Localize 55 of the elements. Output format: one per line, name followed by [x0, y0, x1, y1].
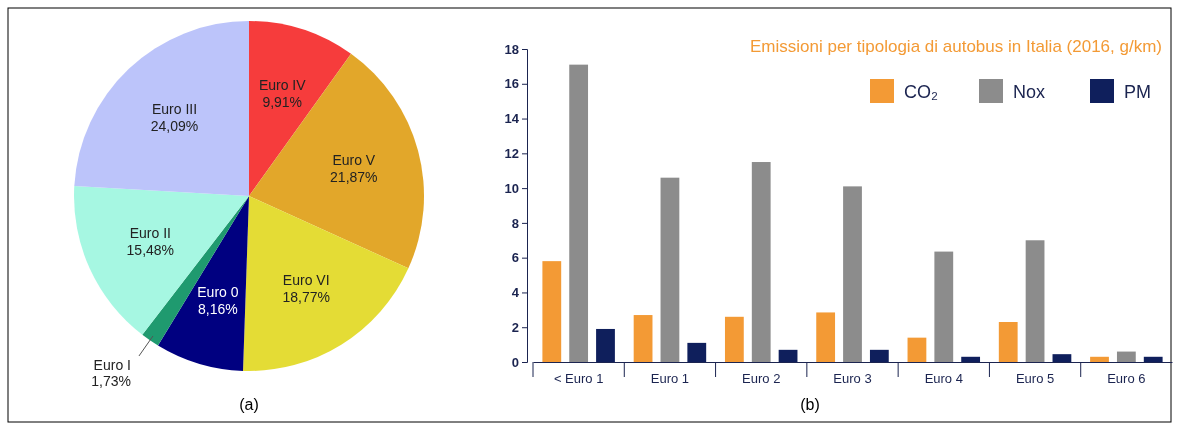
- bar: [907, 337, 927, 362]
- bar: [660, 177, 680, 362]
- y-tick-label: 12: [504, 145, 519, 161]
- text: (b): [800, 396, 820, 413]
- legend-label: CO₂: [904, 82, 938, 102]
- data-label: 9,91%: [262, 93, 303, 110]
- y-tick-label: 18: [504, 41, 519, 57]
- bar: [843, 186, 862, 362]
- pie-slice: [74, 21, 249, 196]
- y-tick-label: 10: [504, 180, 519, 196]
- legend-label: Nox: [1013, 82, 1046, 102]
- bar: [934, 251, 954, 362]
- bar: [751, 162, 771, 362]
- y-tick-label: 8: [511, 215, 519, 231]
- x-tick-label: Euro 3: [833, 371, 872, 387]
- data-label: 1,73%: [91, 373, 131, 390]
- data-label: 24,09%: [150, 118, 199, 135]
- pie-slice: [249, 53, 424, 269]
- slice-label: Euro VI: [282, 272, 330, 289]
- x-tick-label: Euro 5: [1015, 371, 1055, 387]
- y-tick-label: 2: [511, 319, 519, 335]
- bar: [1090, 356, 1109, 362]
- pie-slice: [243, 196, 409, 371]
- slice-label: Euro 0: [197, 284, 239, 301]
- data-label: 18,77%: [282, 289, 330, 306]
- y-tick-label: 6: [511, 250, 519, 266]
- bar: [1116, 351, 1136, 362]
- chart-title: Emissioni per tipologia di autobus in Italia (2016, g/km): [750, 37, 1162, 56]
- bar: [633, 315, 653, 362]
- x-tick-label: Euro 6: [1107, 371, 1146, 387]
- x-tick-label: Euro 4: [924, 371, 963, 387]
- bar: [542, 261, 562, 362]
- bar: [569, 64, 589, 362]
- pie-slice: [74, 185, 249, 335]
- y-tick-label: 14: [504, 111, 520, 127]
- y-tick-label: 0: [511, 354, 519, 370]
- x-tick-label: < Euro 1: [553, 371, 604, 387]
- y-tick-label: 16: [504, 76, 519, 92]
- legend-label: PM: [1124, 82, 1151, 102]
- bar: [724, 316, 744, 362]
- slice-label: Euro II: [129, 225, 171, 242]
- bar: [816, 312, 836, 362]
- bar: [1025, 240, 1045, 362]
- data-label: 15,48%: [126, 242, 175, 259]
- slice-label: Euro V: [332, 152, 376, 169]
- y-tick-label: 4: [511, 285, 520, 301]
- data-label: 21,87%: [330, 168, 378, 185]
- text: (a): [239, 396, 259, 413]
- x-tick-label: Euro 2: [742, 371, 781, 387]
- x-tick-label: Euro 1: [650, 371, 690, 387]
- data-label: 8,16%: [198, 300, 238, 317]
- bar: [998, 322, 1018, 362]
- slice-label: Euro IV: [258, 76, 307, 93]
- slice-label: Euro I: [93, 356, 131, 373]
- slice-label: Euro III: [151, 101, 198, 118]
